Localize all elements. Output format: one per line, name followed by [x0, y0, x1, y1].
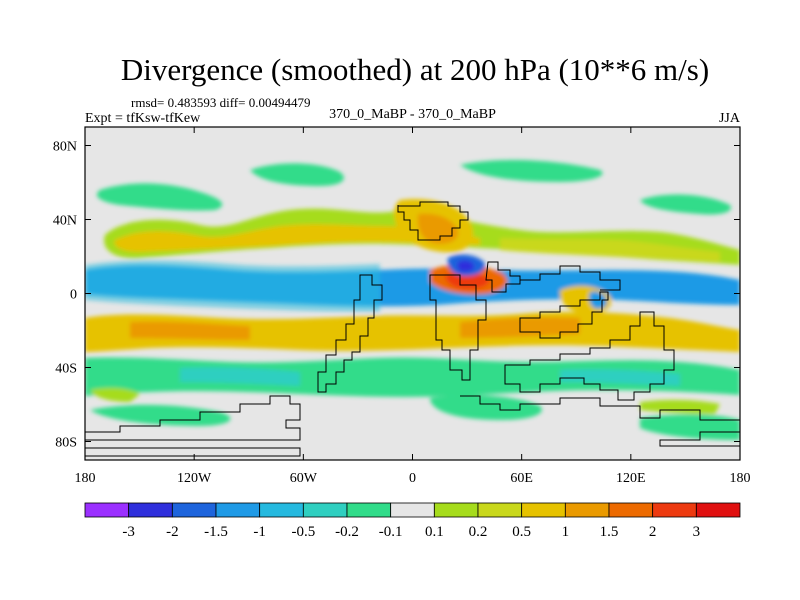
x-tick-label: 60W [290, 471, 318, 486]
field-patch-south-yellow [90, 387, 720, 414]
outline-australia [504, 311, 675, 401]
x-tick-label: 180 [75, 471, 96, 486]
rmsd-stats: rmsd= 0.483593 diff= 0.00494479 [131, 95, 311, 110]
x-tick-label: 0 [409, 471, 416, 486]
colorbar-label: -0.2 [335, 524, 359, 540]
colorbar-swatch [695, 502, 741, 518]
colorbar-label: 1.5 [600, 524, 619, 540]
field-patch-south [90, 395, 740, 440]
field-band-40s [85, 357, 740, 397]
y-tick-label: 40S [55, 362, 77, 377]
field-divergence-core [445, 272, 489, 289]
y-axis-ticks: 80N 40N 0 40S 80S [53, 140, 740, 451]
colorbar-swatch [259, 502, 304, 518]
field-band-20s-core [130, 317, 580, 340]
colorbar-swatch [390, 502, 435, 518]
colorbar-swatch [215, 502, 261, 518]
colorbar-label: 2 [649, 524, 657, 540]
colorbar-label: 1 [562, 524, 570, 540]
colorbar-label: -1 [253, 524, 266, 540]
divergence-field [85, 159, 740, 440]
colorbar-swatch [477, 502, 523, 518]
outline-africa-south [429, 274, 487, 381]
colorbar-swatch [84, 502, 130, 518]
colorbar-swatch [171, 502, 217, 518]
chart-title: Divergence (smoothed) at 200 hPa (10**6 … [120, 52, 710, 87]
outline-arabia [485, 261, 521, 293]
outline-africa [397, 201, 469, 241]
land-outline [85, 201, 740, 457]
field-band-25n-east [500, 238, 720, 262]
colorbar-label: -3 [122, 524, 135, 540]
x-tick-label: 120E [616, 471, 646, 486]
colorbar-swatch [652, 502, 697, 518]
colorbar-label: -0.1 [379, 524, 403, 540]
y-tick-label: 40N [53, 214, 77, 229]
colorbar-label: 0.2 [469, 524, 488, 540]
season-label: JJA [718, 111, 740, 126]
colorbar: -3 -2 -1.5 -1 -0.5 -0.2 -0.1 0.1 0.2 0.5 1 1.5 2 3 [84, 502, 741, 540]
colorbar-label: 0.5 [512, 524, 531, 540]
outline-antarctica [85, 395, 740, 457]
colorbar-swatch [564, 502, 610, 518]
field-band-25n-core [114, 224, 480, 252]
field-convergence-core [457, 260, 475, 272]
field-band-40s-cyan [180, 367, 680, 386]
y-tick-label: 0 [70, 288, 77, 303]
x-tick-label: 60E [510, 471, 533, 486]
case-label: 370_0_MaBP - 370_0_MaBP [329, 107, 496, 122]
colorbar-swatch [302, 502, 348, 518]
y-tick-label: 80S [55, 436, 77, 451]
colorbar-label: 0.1 [425, 524, 444, 540]
colorbar-swatch [521, 502, 566, 518]
colorbar-swatch [128, 502, 173, 518]
outline-maritime [519, 291, 609, 339]
x-axis-ticks: 180 120W 60W 0 60E 120E 180 [75, 127, 751, 486]
y-tick-label: 80N [53, 140, 77, 155]
x-tick-label: 120W [177, 471, 212, 486]
field-patch-north [96, 159, 731, 215]
field-band-eq-cyan [85, 260, 380, 312]
colorbar-swatch [433, 502, 479, 518]
colorbar-swatch [346, 502, 392, 518]
colorbar-label: 3 [693, 524, 701, 540]
outline-asia-east [520, 265, 621, 291]
colorbar-label: -1.5 [204, 524, 228, 540]
colorbar-label: -0.5 [291, 524, 315, 540]
outline-south-america [317, 274, 383, 393]
x-tick-label: 180 [730, 471, 751, 486]
colorbar-swatch [608, 502, 654, 518]
colorbar-label: -2 [166, 524, 179, 540]
experiment-label: Expt = tfKsw-tfKew [85, 111, 201, 126]
